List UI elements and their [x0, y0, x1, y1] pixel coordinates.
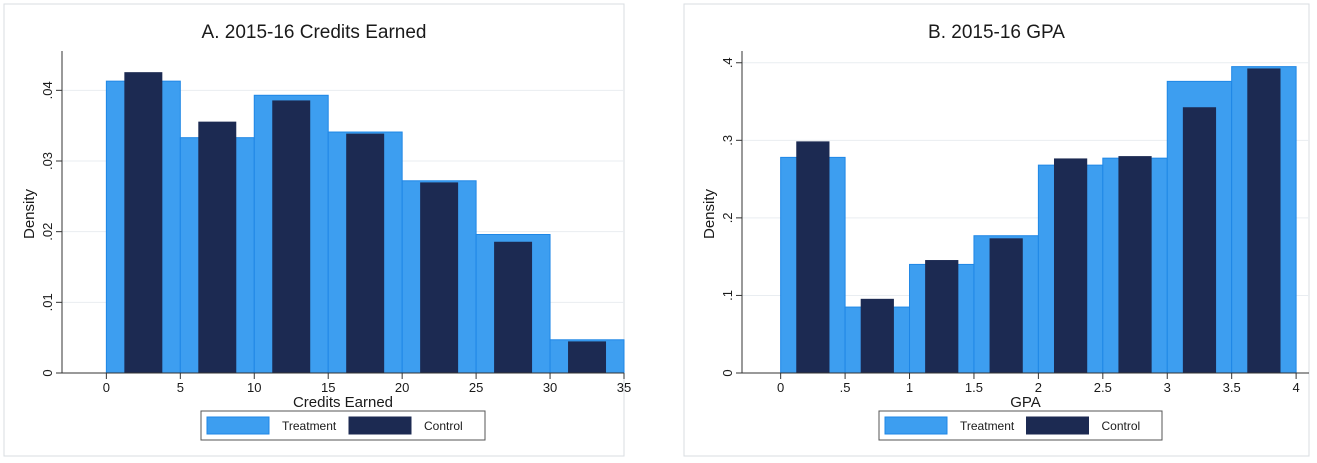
- x-tick-label: 2.5: [1094, 380, 1112, 395]
- x-axis-label: Credits Earned: [293, 394, 393, 411]
- x-tick-label: 3: [1164, 380, 1171, 395]
- x-tick-label: 1.5: [965, 380, 983, 395]
- x-tick-label: 0: [777, 380, 784, 395]
- bar-control-3: [989, 238, 1023, 374]
- x-tick-label: 15: [321, 380, 335, 395]
- bar-control-7: [1247, 68, 1281, 374]
- bar-control-5: [1118, 156, 1152, 374]
- bar-control-0: [124, 72, 163, 374]
- y-axis-label: Density: [701, 188, 718, 239]
- legend-label-treatment: Treatment: [282, 419, 337, 433]
- legend: Treatment Control: [200, 410, 486, 441]
- x-tick-label: 4: [1292, 380, 1299, 395]
- bar-control-4: [1053, 158, 1088, 374]
- y-tick-label: .02: [40, 223, 55, 241]
- x-axis-label: GPA: [1010, 394, 1041, 411]
- y-tick-label: 0: [720, 369, 735, 376]
- x-tick-label: 5: [177, 380, 184, 395]
- chart-title: A. 2015-16 Credits Earned: [202, 22, 427, 43]
- bar-control-1: [198, 121, 237, 374]
- bar-control-0: [796, 141, 830, 374]
- series-control: [124, 72, 607, 374]
- bar-control-6: [1182, 107, 1217, 374]
- x-tick-label: 2: [1035, 380, 1042, 395]
- x-tick-label: .5: [840, 380, 851, 395]
- bar-control-4: [420, 182, 459, 374]
- y-tick-label: .2: [720, 212, 735, 223]
- x-tick-label: 0: [103, 380, 110, 395]
- bar-control-6: [568, 341, 607, 374]
- y-axis-label: Density: [21, 188, 38, 239]
- chart-title: B. 2015-16 GPA: [928, 22, 1065, 43]
- y-tick-label: .03: [40, 152, 55, 170]
- y-tick-label: .3: [720, 135, 735, 146]
- y-tick-label: .1: [720, 290, 735, 301]
- x-tick-label: 1: [906, 380, 913, 395]
- x-tick-label: 30: [543, 380, 557, 395]
- x-tick-label: 3.5: [1223, 380, 1241, 395]
- y-tick-label: .04: [40, 81, 55, 99]
- x-tick-label: 20: [395, 380, 409, 395]
- legend-swatch-control: [1026, 416, 1089, 435]
- legend-swatch-treatment: [206, 416, 270, 435]
- legend-label-control: Control: [1102, 419, 1141, 433]
- legend-label-treatment: Treatment: [960, 419, 1015, 433]
- bar-control-5: [494, 241, 533, 374]
- x-tick-label: 10: [247, 380, 261, 395]
- y-tick-label: 0: [40, 369, 55, 376]
- legend: Treatment Control: [878, 410, 1163, 441]
- bar-control-2: [272, 100, 311, 374]
- y-tick-label: .01: [40, 293, 55, 311]
- legend-swatch-treatment: [884, 416, 948, 435]
- x-tick-label: 35: [617, 380, 631, 395]
- series-control: [796, 68, 1281, 374]
- legend-swatch-control: [348, 416, 412, 435]
- bar-control-1: [860, 298, 894, 374]
- x-tick-label: 25: [469, 380, 483, 395]
- chart-panel-a: A. 2015-16 Credits Earned 0 .01 .02 .03 .04 De…: [3, 3, 631, 457]
- chart-panel-b: B. 2015-16 GPA 0 .1 .2 .3 .4 Density 0 .5 1 1.5 2 2.…: [683, 3, 1310, 457]
- y-tick-label: .4: [720, 57, 735, 68]
- bar-control-2: [925, 260, 959, 374]
- bar-control-3: [346, 133, 385, 374]
- legend-label-control: Control: [424, 419, 463, 433]
